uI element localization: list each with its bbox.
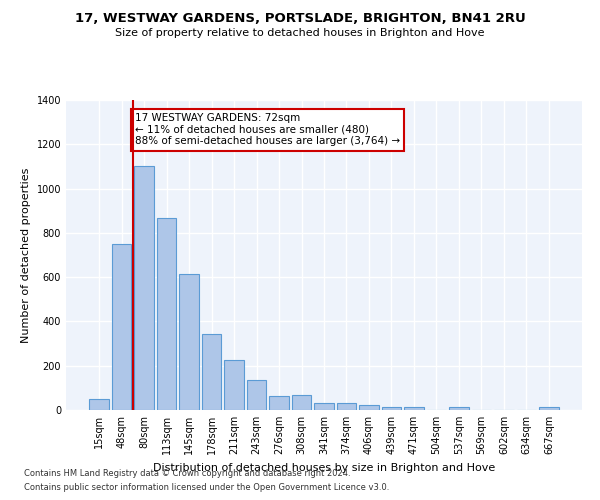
X-axis label: Distribution of detached houses by size in Brighton and Hove: Distribution of detached houses by size … — [153, 462, 495, 472]
Bar — [112, 244, 131, 410]
Bar — [314, 404, 334, 410]
Bar — [292, 394, 311, 410]
Bar — [382, 406, 401, 410]
Text: 17, WESTWAY GARDENS, PORTSLADE, BRIGHTON, BN41 2RU: 17, WESTWAY GARDENS, PORTSLADE, BRIGHTON… — [74, 12, 526, 26]
Bar — [539, 408, 559, 410]
Text: Contains HM Land Registry data © Crown copyright and database right 2024.: Contains HM Land Registry data © Crown c… — [24, 468, 350, 477]
Bar — [247, 380, 266, 410]
Text: 17 WESTWAY GARDENS: 72sqm
← 11% of detached houses are smaller (480)
88% of semi: 17 WESTWAY GARDENS: 72sqm ← 11% of detac… — [135, 114, 400, 146]
Bar — [269, 396, 289, 410]
Bar — [202, 334, 221, 410]
Bar — [134, 166, 154, 410]
Bar — [179, 274, 199, 410]
Text: Size of property relative to detached houses in Brighton and Hove: Size of property relative to detached ho… — [115, 28, 485, 38]
Bar — [157, 218, 176, 410]
Y-axis label: Number of detached properties: Number of detached properties — [21, 168, 31, 342]
Bar — [224, 360, 244, 410]
Text: Contains public sector information licensed under the Open Government Licence v3: Contains public sector information licen… — [24, 484, 389, 492]
Bar — [404, 406, 424, 410]
Bar — [359, 405, 379, 410]
Bar — [449, 408, 469, 410]
Bar — [337, 404, 356, 410]
Bar — [89, 399, 109, 410]
